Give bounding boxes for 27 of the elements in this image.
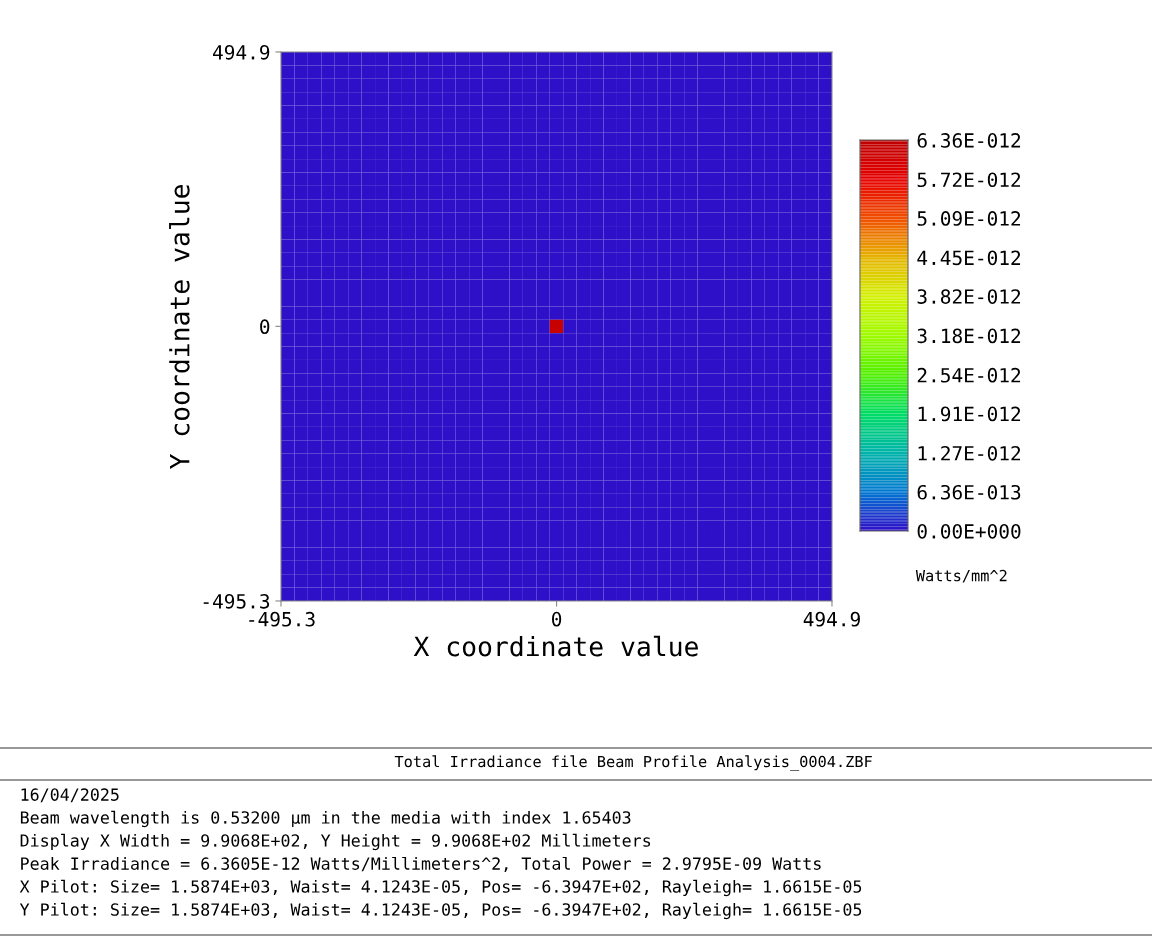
text: Y Pilot: Size= 1.5874E+03, Waist= 4.1243E-05, Pos= -6.3947E+02, Rayleigh= 1.6615E-05 xyxy=(19,902,862,920)
x-axis-title: X coordinate value xyxy=(413,635,698,657)
text: Total Irradiance file Beam Profile Analysis_0004.ZBF xyxy=(394,755,872,771)
color-bar-label: 6.36E-012 xyxy=(917,133,1021,148)
text: X Pilot: Size= 1.5874E+03, Waist= 4.1243E-05, Pos= -6.3947E+02, Rayleigh= 1.6615E-05 xyxy=(19,879,862,897)
color-bar-title: Watts/mm^2 xyxy=(915,569,1007,583)
color-bar-label: 6.36E-013 xyxy=(917,484,1021,500)
text: Peak Irradiance = 6.3605E-12 Watts/Millimeters^2, Total Power = 2.9795E-09 Watts xyxy=(21,856,821,872)
y-tick-label: -495.3 xyxy=(203,593,270,609)
text: 16/04/2025 xyxy=(21,788,119,803)
color-bar-label: 0.00E+000 xyxy=(917,524,1021,539)
color-bar-label: 5.09E-012 xyxy=(917,211,1021,226)
y-tick-label: 494.9 xyxy=(212,44,270,60)
color-bar-label: 4.45E-012 xyxy=(917,250,1021,266)
color-bar-label: 1.27E-012 xyxy=(918,445,1021,461)
x-tick-label: 494.9 xyxy=(803,611,860,627)
color-bar-label: 1.91E-012 xyxy=(918,406,1021,422)
color-bar-label: 5.72E-012 xyxy=(917,172,1021,188)
color-bar-label: 3.18E-012 xyxy=(917,328,1021,344)
text: Display X Width = 9.9068E+02, Y Height = 9.9068E+02 Millimeters xyxy=(20,833,651,851)
color-bar-label: 3.82E-012 xyxy=(917,289,1021,304)
color-bar-label: 2.54E-012 xyxy=(917,367,1021,383)
y-axis-title: Y coordinate value xyxy=(169,185,190,469)
x-tick-label: -495.3 xyxy=(249,611,315,627)
x-tick-label: 0 xyxy=(552,611,562,627)
y-tick-label: 0 xyxy=(260,319,270,335)
text: Beam wavelength is 0.53200 µm in the media with index 1.65403 xyxy=(20,810,631,828)
